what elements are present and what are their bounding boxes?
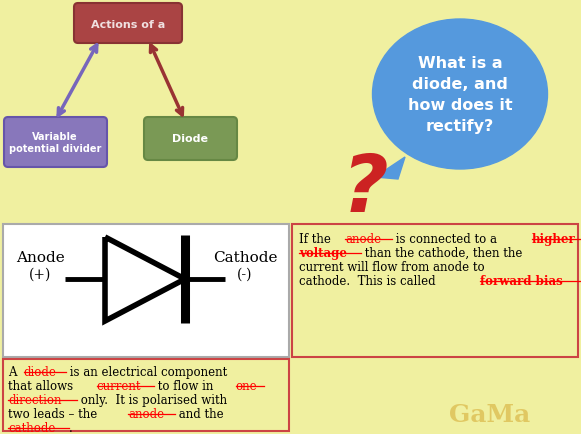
Text: and the: and the <box>175 407 223 420</box>
FancyBboxPatch shape <box>4 118 107 168</box>
FancyBboxPatch shape <box>3 224 289 357</box>
Text: cathode: cathode <box>8 421 55 434</box>
Text: Diode: Diode <box>172 134 208 144</box>
Text: (+): (+) <box>29 267 51 281</box>
Text: diode: diode <box>24 365 57 378</box>
Polygon shape <box>375 158 405 180</box>
Text: Actions of a: Actions of a <box>91 20 165 30</box>
Text: anode: anode <box>128 407 164 420</box>
FancyBboxPatch shape <box>74 4 182 44</box>
Text: current: current <box>97 379 141 392</box>
Text: Anode: Anode <box>16 250 64 264</box>
Text: ?: ? <box>342 151 388 228</box>
Text: to flow in: to flow in <box>155 379 217 392</box>
Text: A: A <box>8 365 20 378</box>
Text: that allows: that allows <box>8 379 77 392</box>
Text: two leads – the: two leads – the <box>8 407 101 420</box>
Text: is an electrical component: is an electrical component <box>66 365 228 378</box>
Ellipse shape <box>372 20 547 170</box>
Text: than the cathode, then the: than the cathode, then the <box>361 247 522 260</box>
Text: higher: higher <box>532 233 576 246</box>
FancyBboxPatch shape <box>144 118 237 161</box>
Text: GaMa: GaMa <box>449 402 530 426</box>
Text: forward bias: forward bias <box>480 274 563 287</box>
Text: What is a
diode, and
how does it
rectify?: What is a diode, and how does it rectify… <box>408 56 512 134</box>
Text: Cathode: Cathode <box>213 250 277 264</box>
Text: .: . <box>69 421 73 434</box>
Text: is connected to a: is connected to a <box>392 233 500 246</box>
Text: current will flow from anode to: current will flow from anode to <box>299 260 485 273</box>
Text: direction: direction <box>8 393 62 406</box>
Text: only.  It is polarised with: only. It is polarised with <box>77 393 227 406</box>
Text: cathode.  This is called: cathode. This is called <box>299 274 439 287</box>
Text: If the: If the <box>299 233 335 246</box>
Text: one: one <box>236 379 257 392</box>
Text: anode: anode <box>345 233 381 246</box>
FancyBboxPatch shape <box>292 224 578 357</box>
FancyBboxPatch shape <box>3 359 289 431</box>
Text: (-): (-) <box>237 267 253 281</box>
Text: voltage: voltage <box>299 247 347 260</box>
Text: Variable
potential divider: Variable potential divider <box>9 132 101 154</box>
